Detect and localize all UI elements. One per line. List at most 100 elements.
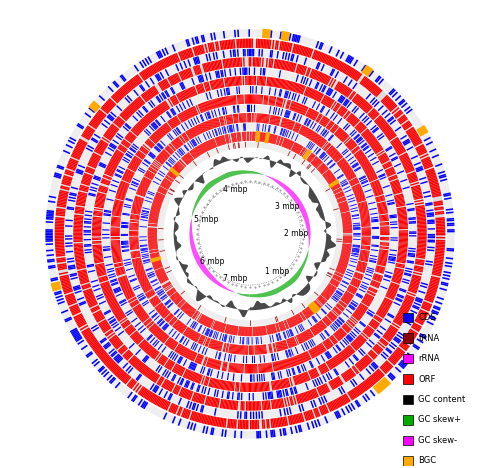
Wedge shape bbox=[360, 214, 370, 217]
Wedge shape bbox=[110, 125, 118, 132]
Wedge shape bbox=[126, 135, 134, 142]
Wedge shape bbox=[206, 426, 208, 434]
Wedge shape bbox=[156, 131, 162, 138]
Wedge shape bbox=[136, 373, 141, 380]
Polygon shape bbox=[227, 159, 228, 161]
Wedge shape bbox=[401, 359, 407, 366]
Polygon shape bbox=[260, 293, 261, 297]
Wedge shape bbox=[198, 104, 203, 113]
Polygon shape bbox=[306, 224, 310, 225]
Wedge shape bbox=[78, 272, 87, 275]
Polygon shape bbox=[197, 291, 200, 294]
Polygon shape bbox=[296, 201, 300, 204]
Wedge shape bbox=[297, 355, 302, 364]
Wedge shape bbox=[352, 251, 359, 253]
Wedge shape bbox=[243, 401, 244, 410]
Polygon shape bbox=[190, 244, 194, 245]
Polygon shape bbox=[195, 286, 196, 287]
Wedge shape bbox=[336, 268, 345, 271]
Wedge shape bbox=[165, 285, 173, 292]
Wedge shape bbox=[352, 379, 358, 385]
Wedge shape bbox=[393, 338, 400, 344]
Wedge shape bbox=[358, 205, 368, 209]
Wedge shape bbox=[139, 278, 148, 283]
Wedge shape bbox=[358, 263, 366, 267]
Polygon shape bbox=[210, 277, 214, 280]
Polygon shape bbox=[326, 228, 328, 229]
Polygon shape bbox=[202, 268, 207, 272]
Wedge shape bbox=[394, 110, 402, 117]
Polygon shape bbox=[239, 170, 240, 175]
Polygon shape bbox=[290, 299, 292, 303]
Polygon shape bbox=[190, 245, 195, 246]
Wedge shape bbox=[158, 190, 166, 194]
Wedge shape bbox=[170, 403, 175, 413]
Wedge shape bbox=[411, 278, 420, 282]
Wedge shape bbox=[253, 95, 254, 104]
Wedge shape bbox=[132, 78, 138, 86]
Polygon shape bbox=[199, 263, 203, 267]
Wedge shape bbox=[136, 270, 144, 274]
Polygon shape bbox=[295, 199, 300, 203]
Wedge shape bbox=[214, 417, 216, 426]
Wedge shape bbox=[194, 353, 199, 362]
Wedge shape bbox=[219, 333, 222, 340]
Wedge shape bbox=[306, 308, 312, 316]
Polygon shape bbox=[196, 202, 198, 204]
Wedge shape bbox=[142, 388, 148, 397]
Polygon shape bbox=[194, 256, 199, 258]
Wedge shape bbox=[310, 360, 314, 368]
Wedge shape bbox=[184, 155, 190, 163]
Wedge shape bbox=[138, 399, 143, 406]
Polygon shape bbox=[300, 177, 302, 179]
Wedge shape bbox=[306, 308, 312, 316]
Wedge shape bbox=[241, 420, 242, 429]
Wedge shape bbox=[144, 58, 150, 65]
Wedge shape bbox=[342, 395, 348, 403]
Polygon shape bbox=[221, 176, 223, 180]
Wedge shape bbox=[162, 165, 169, 171]
Polygon shape bbox=[275, 289, 278, 293]
Polygon shape bbox=[283, 299, 285, 302]
Wedge shape bbox=[274, 78, 277, 88]
Polygon shape bbox=[288, 280, 292, 285]
Wedge shape bbox=[390, 138, 399, 144]
Wedge shape bbox=[278, 342, 281, 351]
Wedge shape bbox=[231, 325, 234, 335]
Polygon shape bbox=[272, 290, 274, 294]
Wedge shape bbox=[360, 215, 370, 217]
Polygon shape bbox=[174, 244, 180, 245]
Wedge shape bbox=[132, 127, 140, 135]
Wedge shape bbox=[203, 415, 206, 424]
Wedge shape bbox=[202, 102, 206, 112]
Wedge shape bbox=[306, 88, 310, 96]
Polygon shape bbox=[222, 285, 223, 287]
Wedge shape bbox=[114, 154, 122, 159]
Wedge shape bbox=[230, 125, 232, 132]
Wedge shape bbox=[206, 338, 210, 347]
Polygon shape bbox=[293, 196, 297, 199]
Polygon shape bbox=[302, 212, 306, 214]
Wedge shape bbox=[299, 413, 303, 422]
Wedge shape bbox=[344, 361, 350, 368]
Wedge shape bbox=[348, 391, 354, 400]
Wedge shape bbox=[200, 395, 204, 404]
Wedge shape bbox=[423, 301, 432, 306]
Polygon shape bbox=[284, 299, 286, 301]
Wedge shape bbox=[216, 398, 218, 408]
Wedge shape bbox=[139, 61, 144, 68]
Wedge shape bbox=[270, 392, 272, 399]
Wedge shape bbox=[340, 342, 345, 348]
Wedge shape bbox=[361, 243, 370, 244]
Wedge shape bbox=[290, 121, 294, 130]
Wedge shape bbox=[130, 129, 138, 136]
Wedge shape bbox=[68, 161, 78, 165]
Wedge shape bbox=[344, 294, 352, 300]
Wedge shape bbox=[68, 300, 76, 304]
Wedge shape bbox=[130, 244, 139, 246]
Wedge shape bbox=[285, 320, 289, 329]
Wedge shape bbox=[394, 302, 400, 306]
Wedge shape bbox=[260, 364, 262, 373]
Polygon shape bbox=[218, 283, 220, 285]
Wedge shape bbox=[318, 138, 324, 146]
